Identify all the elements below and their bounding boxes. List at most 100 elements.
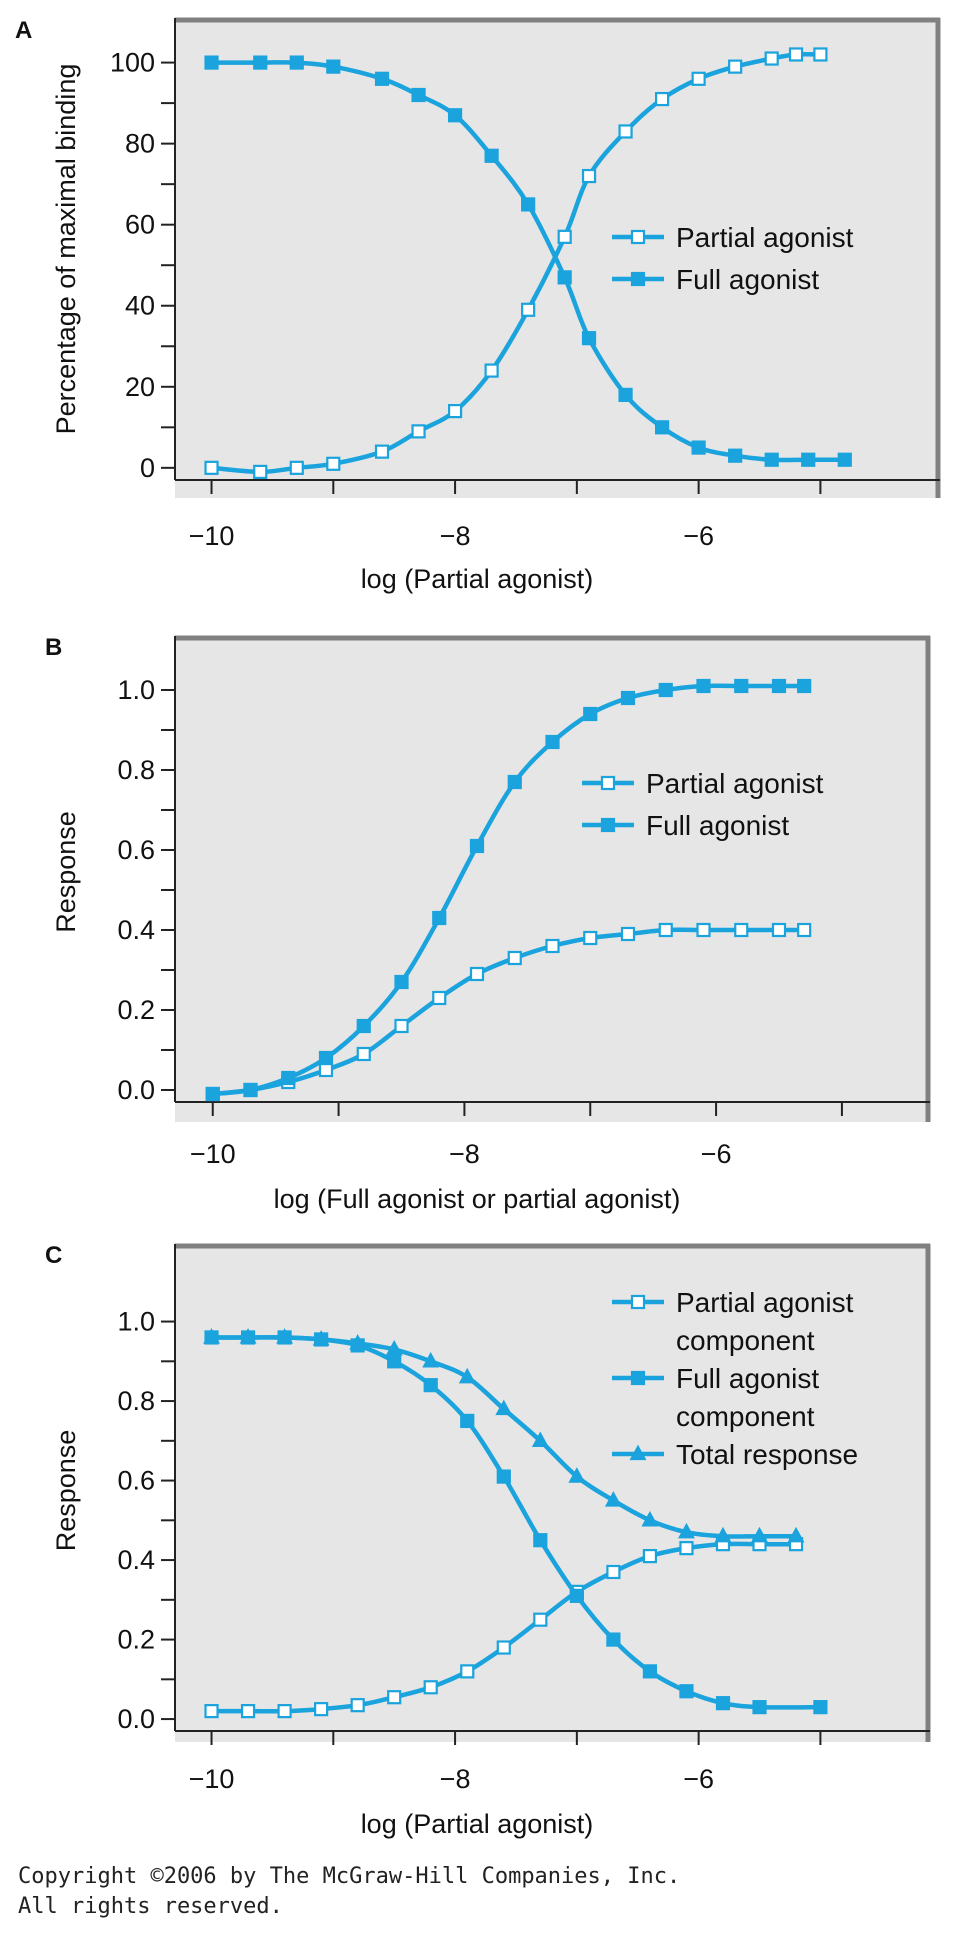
data-point xyxy=(654,420,670,435)
data-point xyxy=(394,1018,409,1034)
data-point xyxy=(469,838,485,854)
legend-label: Partial agonist xyxy=(676,1287,854,1318)
data-point xyxy=(764,452,779,467)
x-axis-label: log (Partial agonist) xyxy=(361,1809,594,1839)
x-tick-label: −8 xyxy=(449,1139,480,1169)
legend-swatch-marker xyxy=(600,817,616,833)
legend: Partial agonist Full agonist xyxy=(612,222,854,295)
data-point xyxy=(374,71,390,86)
data-point xyxy=(606,1564,621,1580)
legend-label: Total response xyxy=(676,1439,858,1470)
data-point xyxy=(356,1046,371,1062)
data-point xyxy=(604,1491,622,1507)
data-point xyxy=(569,1588,584,1603)
x-axis-label: log (Full agonist or partial agonist) xyxy=(274,1184,681,1214)
copyright-notice: Copyright ©2006 by The McGraw-Hill Compa… xyxy=(18,1862,680,1922)
data-point xyxy=(432,990,447,1006)
legend-swatch-marker xyxy=(630,271,646,287)
x-axis-label: log (Partial agonist) xyxy=(361,564,594,594)
data-point xyxy=(312,1330,330,1346)
data-point xyxy=(422,1351,440,1368)
data-point xyxy=(447,108,463,123)
series-partial-agonist xyxy=(204,47,828,479)
data-point xyxy=(253,464,268,479)
data-point xyxy=(204,1704,219,1719)
data-point xyxy=(813,1700,828,1715)
data-point xyxy=(204,55,219,70)
y-tick-label: 1.0 xyxy=(117,1307,155,1337)
y-tick-label: 0.0 xyxy=(117,1075,155,1105)
data-point xyxy=(837,452,852,467)
data-point xyxy=(203,1328,220,1344)
data-point xyxy=(253,55,268,70)
y-tick-label: 0.6 xyxy=(117,835,155,865)
data-point xyxy=(715,1696,731,1711)
data-point xyxy=(696,922,711,938)
legend-label: Partial agonist xyxy=(676,222,854,253)
legend-swatch-marker xyxy=(630,1370,646,1386)
data-point xyxy=(349,1334,367,1350)
legend-swatch-marker xyxy=(630,1294,646,1310)
data-point xyxy=(277,1704,292,1719)
data-point xyxy=(557,229,572,244)
legend-label: Partial agonist xyxy=(646,768,824,799)
data-point xyxy=(620,690,636,706)
y-tick-label: 0.2 xyxy=(117,1625,155,1655)
data-point xyxy=(507,950,522,966)
data-point xyxy=(326,59,341,74)
plot-area xyxy=(175,1244,930,1742)
y-tick-label: 0.2 xyxy=(117,995,155,1025)
data-point xyxy=(641,1510,659,1527)
data-point xyxy=(411,87,426,103)
legend-label: Full agonist xyxy=(676,264,819,295)
data-point xyxy=(276,1328,294,1344)
y-tick-label: 0.4 xyxy=(117,915,155,945)
data-point xyxy=(387,1690,402,1705)
data-point xyxy=(583,930,598,946)
legend-swatch-marker xyxy=(630,229,646,245)
data-point xyxy=(469,966,485,982)
y-tick-label: 0.4 xyxy=(117,1545,155,1575)
y-tick-label: 1.0 xyxy=(117,675,155,705)
data-point xyxy=(531,1431,549,1447)
series-partial-agonist-component xyxy=(204,1537,804,1719)
data-point xyxy=(289,55,304,70)
data-point xyxy=(771,678,787,694)
data-point xyxy=(691,71,706,86)
data-point xyxy=(432,910,447,926)
legend-item: Full agonist xyxy=(612,264,819,295)
data-point xyxy=(458,1367,476,1384)
y-tick-label: 100 xyxy=(110,48,155,78)
series-total-response xyxy=(203,1328,805,1543)
data-point xyxy=(521,302,536,317)
data-point xyxy=(734,922,749,938)
data-point xyxy=(521,197,536,212)
data-point xyxy=(356,1018,371,1034)
data-point xyxy=(618,124,633,139)
y-tick-label: 20 xyxy=(125,372,155,402)
data-point xyxy=(281,1070,296,1086)
data-point xyxy=(314,1702,329,1717)
data-point xyxy=(797,678,812,694)
panel-b: B 0.0 0.2 0.4 0.6 0.8 1.0 −10 −8 −6 log (Full agon… xyxy=(45,634,931,1214)
x-tick-label: −6 xyxy=(683,521,714,551)
data-point xyxy=(728,59,743,74)
data-point xyxy=(374,444,390,459)
data-point xyxy=(484,363,499,378)
data-point xyxy=(385,1340,403,1356)
data-point xyxy=(496,1469,511,1484)
data-point xyxy=(813,47,828,62)
data-point xyxy=(691,440,706,455)
data-point xyxy=(411,424,426,439)
data-point xyxy=(484,148,499,163)
data-point xyxy=(654,91,670,107)
legend-item: Partial agonist xyxy=(612,222,854,253)
x-tick-label: −10 xyxy=(189,1764,235,1794)
copyright-line-1: Copyright ©2006 by The McGraw-Hill Compa… xyxy=(18,1864,681,1889)
data-point xyxy=(642,1664,658,1679)
legend-label: Full agonist xyxy=(646,810,789,841)
data-point xyxy=(728,448,743,463)
data-point xyxy=(618,387,633,402)
panel-c: C 0.0 0.2 0.4 0.6 0.8 1.0 −10 −8 −6 log (Partial a… xyxy=(45,1242,931,1839)
